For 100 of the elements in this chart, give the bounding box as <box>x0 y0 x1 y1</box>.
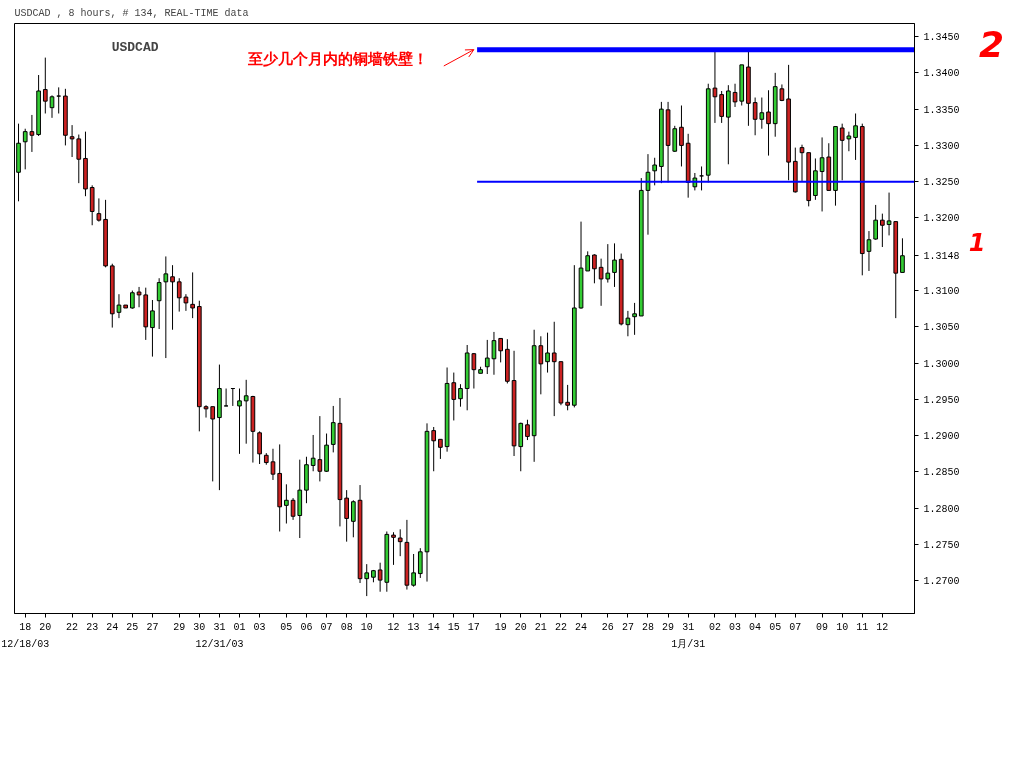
x-tick-label: 13 <box>407 621 420 633</box>
candlestick <box>900 237 905 273</box>
candlestick <box>431 426 437 472</box>
y-tick-label: 1.2750 <box>923 540 960 552</box>
candlestick <box>163 255 169 359</box>
x-tick-label: 29 <box>662 621 675 633</box>
candlestick <box>545 332 550 374</box>
candlestick <box>438 438 443 460</box>
x-tick-label: 14 <box>427 621 440 633</box>
x-tick-label: 31 <box>682 621 695 633</box>
x-tick-label: 02 <box>708 621 721 633</box>
y-tick-label: 1.3300 <box>923 140 960 152</box>
candlestick <box>130 290 135 310</box>
y-tick-label: 1.2900 <box>923 431 960 443</box>
candlestick <box>391 531 396 566</box>
x-tick-label: 03 <box>729 621 742 633</box>
candlestick <box>56 86 62 114</box>
x-tick-label: 18 <box>19 621 32 633</box>
x-tick-label: 17 <box>467 621 480 633</box>
candlestick <box>719 90 724 124</box>
candlestick <box>284 483 289 525</box>
text: 12/18/03 <box>1 638 50 650</box>
x-tick-label: 28 <box>641 621 654 633</box>
y-tick-label: 1.3250 <box>923 177 960 189</box>
y-tick-label: 1.3050 <box>923 322 960 334</box>
x-tick-label: 23 <box>86 621 99 633</box>
x-tick-label: 20 <box>514 621 527 633</box>
candlestick <box>69 124 75 158</box>
x-tick-label: 06 <box>300 621 313 633</box>
candlestick <box>853 112 858 161</box>
candlestick <box>257 430 262 465</box>
candlestick <box>652 157 658 186</box>
x-tick-label: 22 <box>66 621 79 633</box>
y-tick-label: 1.3450 <box>923 32 960 44</box>
candlestick <box>612 242 617 288</box>
candlestick <box>170 264 175 331</box>
candlestick <box>190 271 195 319</box>
x-tick-label: 19 <box>494 621 507 633</box>
x-tick-label: 25 <box>126 621 139 633</box>
candlestick <box>156 277 162 330</box>
candlestick <box>565 384 570 411</box>
candlestick <box>96 197 102 223</box>
candlestick <box>344 489 349 543</box>
chart-subtitle: USDCAD , 8 hours, # 134, REAL-TIME data <box>14 7 249 19</box>
x-tick-label: 04 <box>749 621 762 633</box>
candlestick <box>223 388 229 407</box>
candlestick <box>632 302 637 336</box>
candlestick <box>458 383 463 408</box>
y-tick-label: 1.3148 <box>923 251 960 263</box>
annotation: 至少几个月内的铜墙铁壁！ <box>246 49 428 68</box>
x-tick-label: 11 <box>856 621 869 633</box>
candlestick <box>42 57 48 114</box>
x-tick-label: 08 <box>340 621 353 633</box>
x-tick-label: 27 <box>146 621 159 633</box>
y-tick-label: 1.3350 <box>923 104 960 116</box>
x-tick-label: 31 <box>213 621 226 633</box>
x-tick-label: 22 <box>554 621 567 633</box>
y-tick-label: 1.3000 <box>923 358 960 370</box>
candlestick <box>592 253 597 284</box>
y-tick-label: 1.2700 <box>923 576 960 588</box>
x-tick-label: 09 <box>816 621 829 633</box>
x-tick-label: 24 <box>575 621 588 633</box>
candlestick <box>498 337 503 363</box>
text: 2 <box>978 24 1005 66</box>
candlestick <box>417 547 423 579</box>
candlestick <box>645 153 651 236</box>
x-tick-label: 10 <box>836 621 849 633</box>
candlestick <box>136 286 142 308</box>
x-tick-label: 05 <box>280 621 293 633</box>
x-tick-label: 29 <box>173 621 186 633</box>
candlestick <box>411 553 416 588</box>
text: 1 <box>968 228 986 257</box>
candlestick <box>551 321 557 417</box>
x-tick-label: 01 <box>233 621 246 633</box>
candlestick <box>237 388 242 455</box>
x-tick-label: 07 <box>789 621 802 633</box>
x-tick-label: 07 <box>320 621 333 633</box>
y-tick-label: 1.3200 <box>923 213 960 225</box>
x-tick-label: 10 <box>360 621 373 633</box>
candlestick <box>873 204 878 241</box>
y-tick-label: 1.3100 <box>923 286 960 298</box>
x-tick-label: 27 <box>621 621 634 633</box>
candlestick <box>397 528 403 557</box>
x-tick-label: 21 <box>534 621 547 633</box>
x-tick-label: 03 <box>253 621 266 633</box>
x-tick-label: 12 <box>876 621 889 633</box>
candlestick <box>150 299 155 358</box>
y-tick-label: 1.2800 <box>923 503 960 515</box>
text: USDCAD <box>111 39 159 55</box>
x-tick-label: 12 <box>387 621 400 633</box>
candlestick <box>76 134 82 184</box>
text: 1月/31 <box>671 638 706 650</box>
candlestick <box>351 499 356 538</box>
x-tick-label: 26 <box>601 621 614 633</box>
x-tick-label: 15 <box>447 621 460 633</box>
y-tick-label: 1.2950 <box>923 394 960 406</box>
y-tick-label: 1.2850 <box>923 467 960 479</box>
candlestick <box>679 105 684 167</box>
x-tick-label: 20 <box>39 621 52 633</box>
candlestick <box>525 419 530 441</box>
